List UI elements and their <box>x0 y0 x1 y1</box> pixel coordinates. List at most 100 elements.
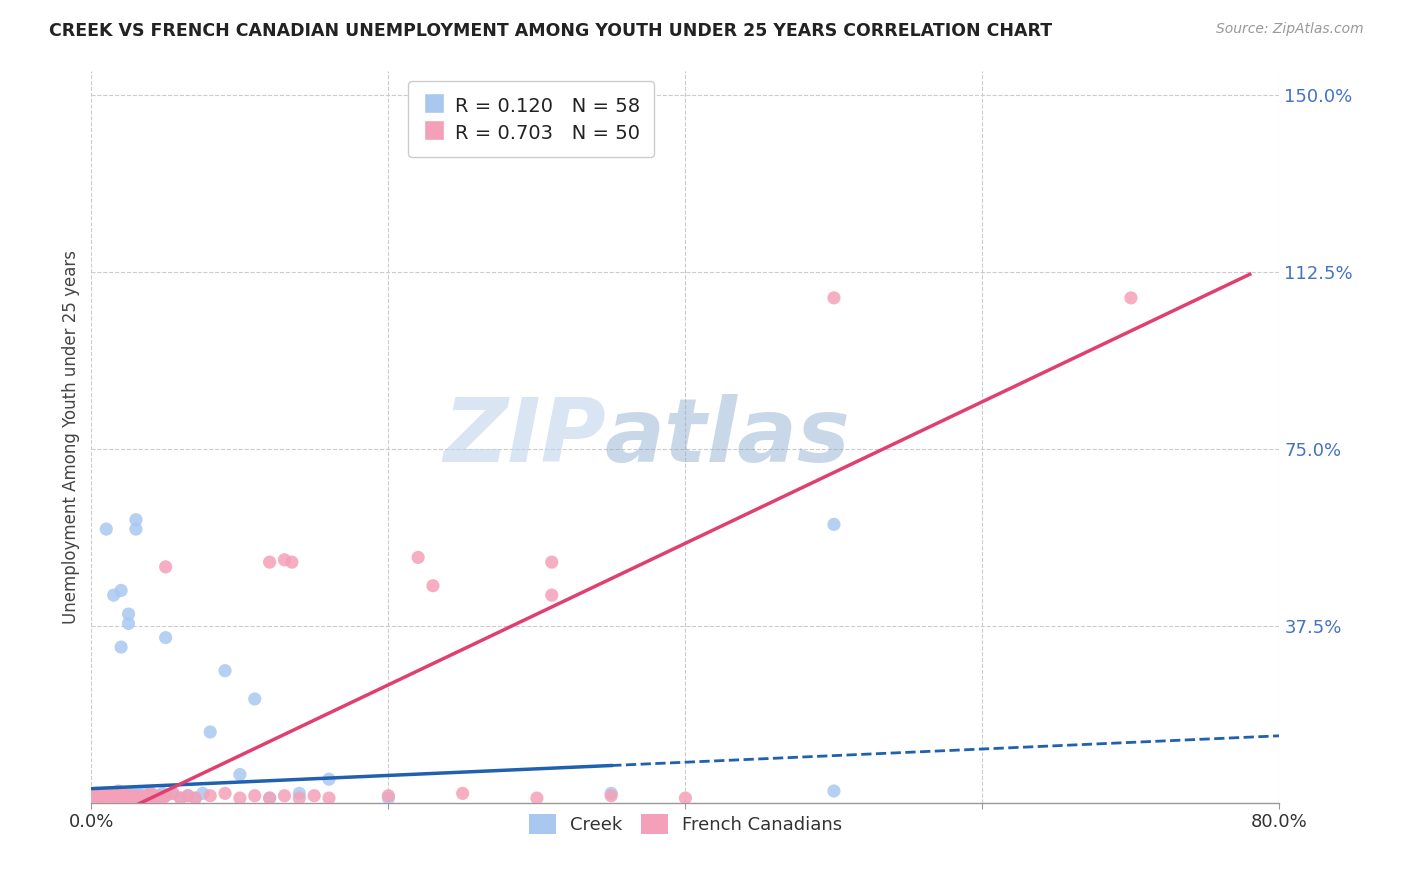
Point <box>112 789 135 803</box>
Point <box>114 791 136 805</box>
Point <box>86 786 108 800</box>
Point <box>127 786 149 800</box>
Point <box>128 791 150 805</box>
Point <box>111 791 134 805</box>
Point <box>259 791 281 805</box>
Point <box>288 786 311 800</box>
Point <box>136 791 159 805</box>
Point <box>122 786 145 800</box>
Text: atlas: atlas <box>605 393 851 481</box>
Point <box>90 791 112 805</box>
Point <box>169 791 191 805</box>
Point <box>89 789 111 803</box>
Point <box>273 789 295 803</box>
Point <box>377 791 399 805</box>
Point <box>117 607 139 621</box>
Text: ZIP: ZIP <box>444 393 606 481</box>
Point <box>105 786 128 800</box>
Point <box>600 786 623 800</box>
Point <box>89 789 111 803</box>
Point <box>259 791 281 805</box>
Point <box>200 789 222 803</box>
Point <box>162 786 184 800</box>
Point <box>134 786 156 800</box>
Point <box>200 725 222 739</box>
Point <box>118 791 141 805</box>
Point <box>139 791 162 805</box>
Y-axis label: Unemployment Among Youth under 25 years: Unemployment Among Youth under 25 years <box>62 250 80 624</box>
Point <box>132 791 155 805</box>
Point <box>96 789 118 803</box>
Point <box>98 786 121 800</box>
Point <box>115 786 138 800</box>
Point <box>214 786 236 800</box>
Point <box>155 789 177 803</box>
Point <box>673 791 696 805</box>
Point <box>107 791 129 805</box>
Point <box>281 555 304 569</box>
Text: Source: ZipAtlas.com: Source: ZipAtlas.com <box>1216 22 1364 37</box>
Point <box>823 291 845 305</box>
Point <box>117 791 139 805</box>
Point <box>422 579 444 593</box>
Point <box>184 791 207 805</box>
Point <box>94 786 117 800</box>
Point <box>107 791 129 805</box>
Point <box>117 789 139 803</box>
Point <box>96 786 118 800</box>
Point <box>110 583 132 598</box>
Point <box>288 791 311 805</box>
Point <box>96 789 118 803</box>
Point <box>169 791 191 805</box>
Point <box>103 786 125 800</box>
Point <box>155 631 177 645</box>
Point <box>155 789 177 803</box>
Point <box>191 786 214 800</box>
Legend: Creek, French Canadians: Creek, French Canadians <box>522 807 849 841</box>
Point <box>184 791 207 805</box>
Point <box>125 791 148 805</box>
Point <box>243 789 266 803</box>
Point <box>110 786 132 800</box>
Point <box>111 786 134 800</box>
Point <box>103 791 125 805</box>
Point <box>107 784 129 798</box>
Point <box>229 767 252 781</box>
Point <box>104 791 127 805</box>
Point <box>1119 291 1142 305</box>
Point <box>125 513 148 527</box>
Point <box>90 791 112 805</box>
Point <box>121 789 143 803</box>
Point <box>152 791 174 805</box>
Point <box>229 791 252 805</box>
Point <box>125 791 148 805</box>
Point <box>139 786 162 800</box>
Point <box>117 616 139 631</box>
Point <box>152 786 174 800</box>
Point <box>526 791 548 805</box>
Point <box>148 789 170 803</box>
Point <box>540 588 562 602</box>
Point <box>148 791 170 805</box>
Point <box>87 791 110 805</box>
Point <box>155 559 177 574</box>
Point <box>318 791 340 805</box>
Point <box>177 789 200 803</box>
Point <box>100 791 122 805</box>
Point <box>98 791 121 805</box>
Point <box>110 640 132 654</box>
Point <box>600 789 623 803</box>
Point <box>259 555 281 569</box>
Point <box>114 789 136 803</box>
Point <box>86 786 108 800</box>
Point <box>91 789 114 803</box>
Point <box>87 791 110 805</box>
Point <box>142 791 165 805</box>
Point <box>377 789 399 803</box>
Point <box>162 786 184 800</box>
Point <box>823 517 845 532</box>
Point <box>96 522 118 536</box>
Point <box>96 791 118 805</box>
Point <box>83 791 105 805</box>
Point <box>91 789 114 803</box>
